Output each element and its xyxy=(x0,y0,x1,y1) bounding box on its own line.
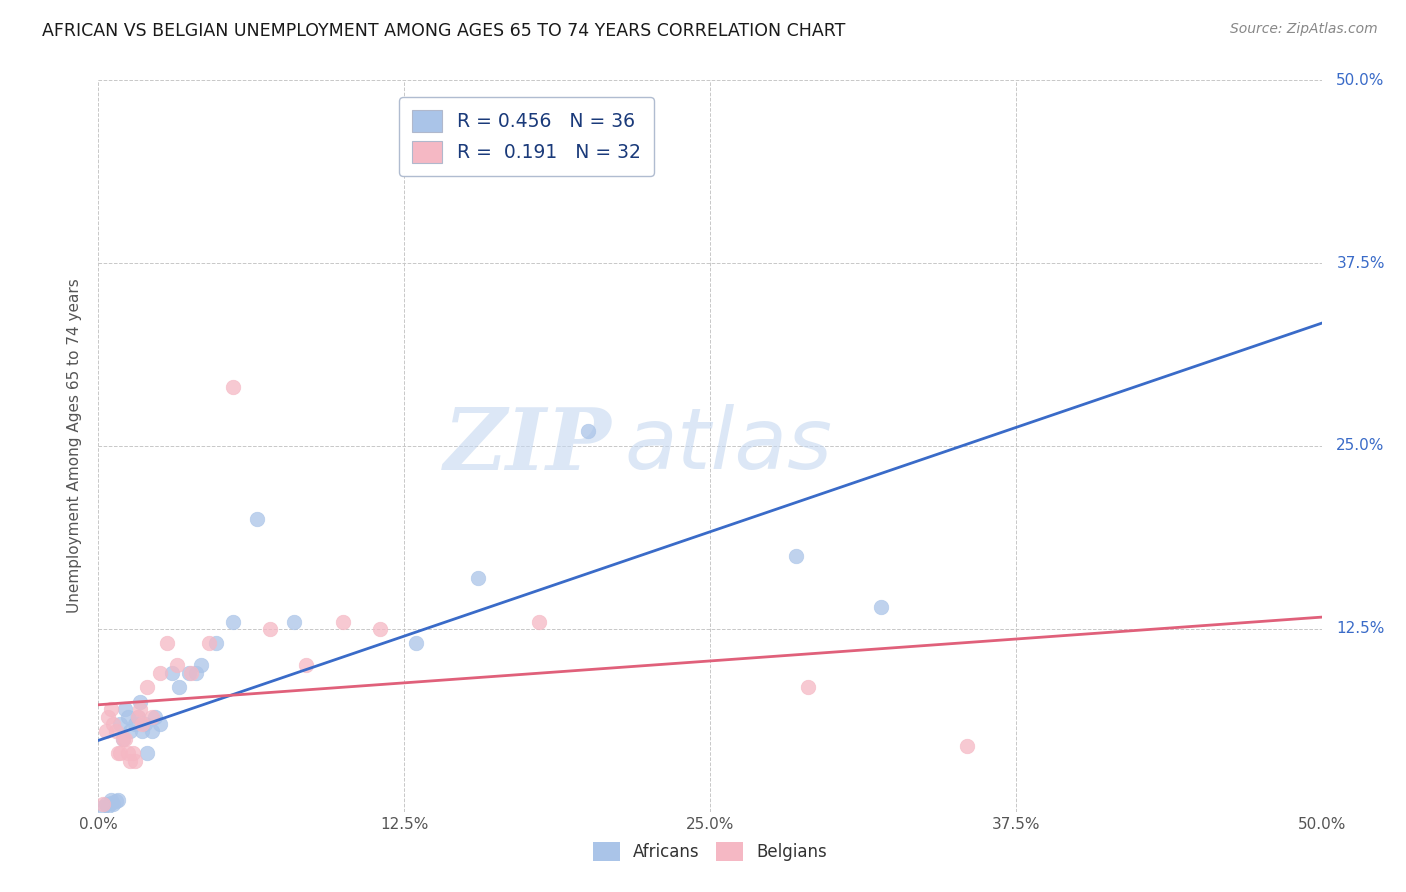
Point xyxy=(186,665,208,680)
Point xyxy=(131,717,153,731)
Point xyxy=(129,702,152,716)
Point xyxy=(104,724,127,739)
Point xyxy=(141,709,163,723)
Point xyxy=(101,717,124,731)
Point xyxy=(797,681,820,695)
Legend: Africans, Belgians: Africans, Belgians xyxy=(585,833,835,869)
Point xyxy=(94,797,117,812)
Point xyxy=(246,512,269,526)
Point xyxy=(332,615,354,629)
Text: AFRICAN VS BELGIAN UNEMPLOYMENT AMONG AGES 65 TO 74 YEARS CORRELATION CHART: AFRICAN VS BELGIAN UNEMPLOYMENT AMONG AG… xyxy=(42,22,845,40)
Point xyxy=(205,636,228,650)
Point xyxy=(94,724,117,739)
Point xyxy=(100,793,122,807)
Point xyxy=(111,731,134,746)
Point xyxy=(180,665,202,680)
Point xyxy=(107,746,129,760)
Point xyxy=(100,796,122,810)
Point xyxy=(259,622,281,636)
Point xyxy=(190,658,212,673)
Point xyxy=(149,665,172,680)
Point xyxy=(160,665,183,680)
Point xyxy=(166,658,188,673)
Point xyxy=(121,746,143,760)
Point xyxy=(295,658,318,673)
Point xyxy=(120,724,142,739)
Text: 50.0%: 50.0% xyxy=(1336,73,1385,87)
Point xyxy=(283,615,305,629)
Point xyxy=(527,615,550,629)
Point xyxy=(120,754,142,768)
Point xyxy=(956,739,979,753)
Point xyxy=(368,622,391,636)
Point xyxy=(136,681,159,695)
Point xyxy=(785,549,807,563)
Point xyxy=(143,709,166,723)
Point xyxy=(134,717,156,731)
Point xyxy=(127,709,149,723)
Point xyxy=(91,797,114,812)
Point xyxy=(114,731,136,746)
Point xyxy=(110,717,132,731)
Point xyxy=(870,599,893,614)
Point xyxy=(167,681,190,695)
Point xyxy=(114,702,136,716)
Point xyxy=(222,615,245,629)
Point xyxy=(97,709,120,723)
Text: 25.0%: 25.0% xyxy=(1336,439,1385,453)
Point xyxy=(104,795,127,809)
Point xyxy=(124,717,146,731)
Point xyxy=(222,380,245,394)
Point xyxy=(405,636,427,650)
Point xyxy=(467,571,489,585)
Point xyxy=(197,636,219,650)
Point xyxy=(117,709,139,723)
Point xyxy=(156,636,179,650)
Text: atlas: atlas xyxy=(624,404,832,488)
Point xyxy=(100,702,122,716)
Text: ZIP: ZIP xyxy=(444,404,612,488)
Point xyxy=(91,800,114,814)
Point xyxy=(127,709,149,723)
Point xyxy=(101,797,124,812)
Point xyxy=(576,425,599,439)
Point xyxy=(131,724,153,739)
Text: 12.5%: 12.5% xyxy=(1336,622,1385,636)
Point xyxy=(129,695,152,709)
Y-axis label: Unemployment Among Ages 65 to 74 years: Unemployment Among Ages 65 to 74 years xyxy=(67,278,83,614)
Point xyxy=(124,754,146,768)
Text: Source: ZipAtlas.com: Source: ZipAtlas.com xyxy=(1230,22,1378,37)
Point xyxy=(177,665,200,680)
Point xyxy=(117,746,139,760)
Point xyxy=(97,798,120,813)
Point xyxy=(136,746,159,760)
Point xyxy=(149,717,172,731)
Point xyxy=(107,793,129,807)
Text: 37.5%: 37.5% xyxy=(1336,256,1385,270)
Point xyxy=(110,746,132,760)
Point xyxy=(111,731,134,746)
Point xyxy=(141,724,163,739)
